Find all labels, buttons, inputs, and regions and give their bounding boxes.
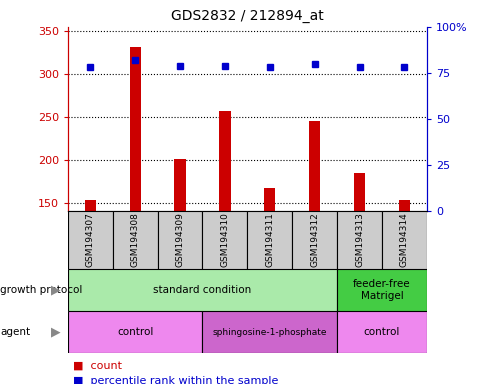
Bar [68,269,336,311]
Bar [398,200,409,211]
Bar [112,211,157,269]
Bar [336,211,381,269]
Bar [247,211,291,269]
Text: sphingosine-1-phosphate: sphingosine-1-phosphate [212,328,326,337]
Text: GSM194313: GSM194313 [354,213,363,267]
Text: growth protocol: growth protocol [0,285,82,295]
Text: ■  count: ■ count [73,361,121,371]
Text: GSM194314: GSM194314 [399,213,408,267]
Bar [219,111,230,211]
Text: GSM194312: GSM194312 [309,213,318,267]
Text: GSM194310: GSM194310 [220,213,229,267]
Bar [157,211,202,269]
Bar [381,211,426,269]
Bar [68,311,202,353]
Title: GDS2832 / 212894_at: GDS2832 / 212894_at [171,9,323,23]
Text: ▶: ▶ [51,326,60,339]
Bar [336,269,426,311]
Bar [68,211,112,269]
Bar [353,173,364,211]
Bar [336,311,426,353]
Bar [264,188,275,211]
Text: ■  percentile rank within the sample: ■ percentile rank within the sample [73,376,277,384]
Text: GSM194308: GSM194308 [130,213,139,267]
Text: feeder-free
Matrigel: feeder-free Matrigel [352,279,410,301]
Text: GSM194307: GSM194307 [86,213,95,267]
Text: standard condition: standard condition [153,285,251,295]
Bar [129,46,140,211]
Text: GSM194311: GSM194311 [265,213,274,267]
Bar [308,121,319,211]
Text: ▶: ▶ [51,283,60,296]
Bar [202,211,247,269]
Bar [291,211,336,269]
Bar [174,159,185,211]
Text: control: control [363,327,399,337]
Text: GSM194309: GSM194309 [175,213,184,267]
Text: agent: agent [0,327,30,337]
Text: control: control [117,327,153,337]
Bar [85,200,96,211]
Bar [202,311,336,353]
